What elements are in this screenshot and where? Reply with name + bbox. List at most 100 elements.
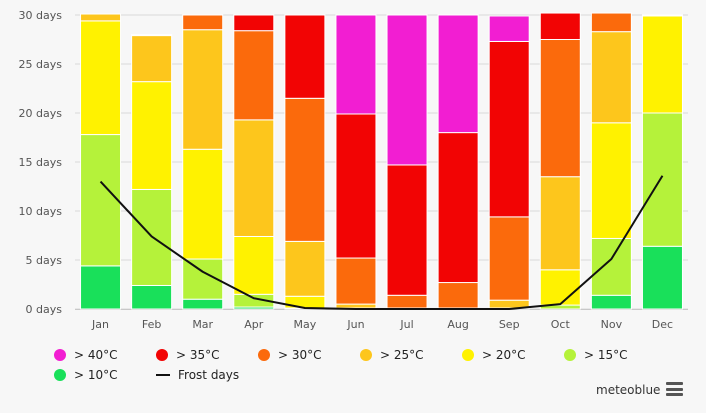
bar-segment[interactable] xyxy=(284,14,326,99)
x-tick-label: Jul xyxy=(399,318,413,331)
legend-item[interactable]: Frost days xyxy=(156,367,258,383)
brand-label: meteoblue xyxy=(596,383,661,397)
bar-segment[interactable] xyxy=(539,39,581,178)
x-tick-label: Feb xyxy=(142,318,161,331)
legend-label: Frost days xyxy=(178,368,240,382)
x-tick-label: Nov xyxy=(601,318,623,331)
x-tick-label: Apr xyxy=(244,318,264,331)
bar-segment[interactable] xyxy=(590,294,632,310)
bar-segment[interactable] xyxy=(233,119,275,237)
legend-label: > 35°C xyxy=(176,348,220,362)
legend-item[interactable]: > 15°C xyxy=(564,347,666,363)
bar-segment[interactable] xyxy=(641,245,683,310)
y-axis-ticks: 0 days 5 days 10 days 15 days 20 days 25 days… xyxy=(19,9,63,316)
bar-segment[interactable] xyxy=(182,14,224,31)
bar-segment[interactable] xyxy=(131,81,173,190)
legend-item[interactable]: > 20°C xyxy=(462,347,564,363)
x-axis-ticks: Jan Feb Mar Apr May Jun Jul Aug Sep Oct Nov Dec xyxy=(91,318,673,331)
stacked-bar-chart: 0 days 5 days 10 days 15 days 20 days 25 days… xyxy=(19,9,688,331)
dot-swatch-icon xyxy=(258,349,270,361)
bars xyxy=(80,12,683,310)
legend-item[interactable]: > 25°C xyxy=(360,347,462,363)
dot-swatch-icon xyxy=(156,349,168,361)
bar-segment[interactable] xyxy=(437,132,479,284)
bar-segment[interactable] xyxy=(590,31,632,124)
y-tick-label: 10 days xyxy=(19,205,63,218)
bar-segment[interactable] xyxy=(590,237,632,296)
y-tick-label: 15 days xyxy=(19,156,63,169)
bar-segment[interactable] xyxy=(437,282,479,309)
y-tick-label: 30 days xyxy=(19,9,63,22)
x-tick-label: Oct xyxy=(551,318,571,331)
bar-segment[interactable] xyxy=(488,15,530,42)
bar-segment[interactable] xyxy=(233,14,275,32)
menu-bar xyxy=(666,382,683,385)
bar-segment[interactable] xyxy=(80,265,122,310)
bar-segment[interactable] xyxy=(641,15,683,114)
bar-segment[interactable] xyxy=(284,97,326,242)
bar-segment[interactable] xyxy=(335,113,377,259)
x-tick-label: May xyxy=(294,318,317,331)
bar-segment[interactable] xyxy=(386,164,428,296)
legend-label: > 20°C xyxy=(482,348,526,362)
x-tick-label: Jan xyxy=(91,318,109,331)
line-swatch-icon xyxy=(156,374,170,376)
legend-label: > 30°C xyxy=(278,348,322,362)
bar-segment[interactable] xyxy=(80,20,122,136)
dot-swatch-icon xyxy=(360,349,372,361)
legend-item[interactable]: > 10°C xyxy=(54,367,156,383)
menu-bar xyxy=(666,387,683,391)
bar-segment[interactable] xyxy=(488,40,530,218)
bar-segment[interactable] xyxy=(182,148,224,260)
legend-label: > 15°C xyxy=(584,348,628,362)
bar-segment[interactable] xyxy=(80,13,122,22)
x-tick-label: Sep xyxy=(499,318,520,331)
legend-label: > 25°C xyxy=(380,348,424,362)
bar-segment[interactable] xyxy=(335,257,377,305)
bar-segment[interactable] xyxy=(80,134,122,267)
bar-segment[interactable] xyxy=(386,294,428,309)
bar-segment[interactable] xyxy=(182,29,224,150)
bar-segment[interactable] xyxy=(539,176,581,271)
legend-label: > 40°C xyxy=(74,348,118,362)
bar-segment[interactable] xyxy=(386,14,428,166)
legend-item[interactable]: > 30°C xyxy=(258,347,360,363)
bar-segment[interactable] xyxy=(641,14,683,17)
bar-segment[interactable] xyxy=(284,240,326,297)
legend-item[interactable]: > 40°C xyxy=(54,347,156,363)
y-tick-label: 20 days xyxy=(19,107,63,120)
bar-segment[interactable] xyxy=(182,298,224,310)
bar-segment[interactable] xyxy=(131,34,173,37)
bar-segment[interactable] xyxy=(437,14,479,134)
bar-segment[interactable] xyxy=(131,284,173,310)
hamburger-menu-icon[interactable] xyxy=(666,382,683,396)
legend-item[interactable]: > 35°C xyxy=(156,347,258,363)
bar-segment[interactable] xyxy=(488,216,530,301)
x-tick-label: Aug xyxy=(447,318,468,331)
bar-segment[interactable] xyxy=(539,12,581,40)
bar-segment[interactable] xyxy=(233,30,275,121)
menu-bar xyxy=(666,393,683,396)
grid-lines xyxy=(75,14,688,310)
legend-label: > 10°C xyxy=(74,368,118,382)
dot-swatch-icon xyxy=(54,349,66,361)
bar-segment[interactable] xyxy=(131,35,173,83)
bar-segment[interactable] xyxy=(641,112,683,247)
bar-segment[interactable] xyxy=(335,303,377,309)
bar-segment[interactable] xyxy=(590,122,632,239)
y-tick-label: 5 days xyxy=(26,254,63,267)
y-tick-label: 25 days xyxy=(19,58,63,71)
x-tick-label: Mar xyxy=(192,318,213,331)
bar-segment[interactable] xyxy=(233,235,275,295)
legend: > 40°C > 35°C > 30°C > 25°C > 20°C > 15°C > 10… xyxy=(54,347,674,383)
frost-days-line xyxy=(99,175,664,310)
dot-swatch-icon xyxy=(54,369,66,381)
y-tick-label: 0 days xyxy=(26,303,63,316)
bar-segment[interactable] xyxy=(335,14,377,115)
frost-days-line-group xyxy=(99,175,664,310)
dot-swatch-icon xyxy=(462,349,474,361)
bar-segment[interactable] xyxy=(590,12,632,33)
bar-segment[interactable] xyxy=(539,269,581,306)
x-tick-label: Jun xyxy=(346,318,364,331)
x-tick-label: Dec xyxy=(652,318,673,331)
